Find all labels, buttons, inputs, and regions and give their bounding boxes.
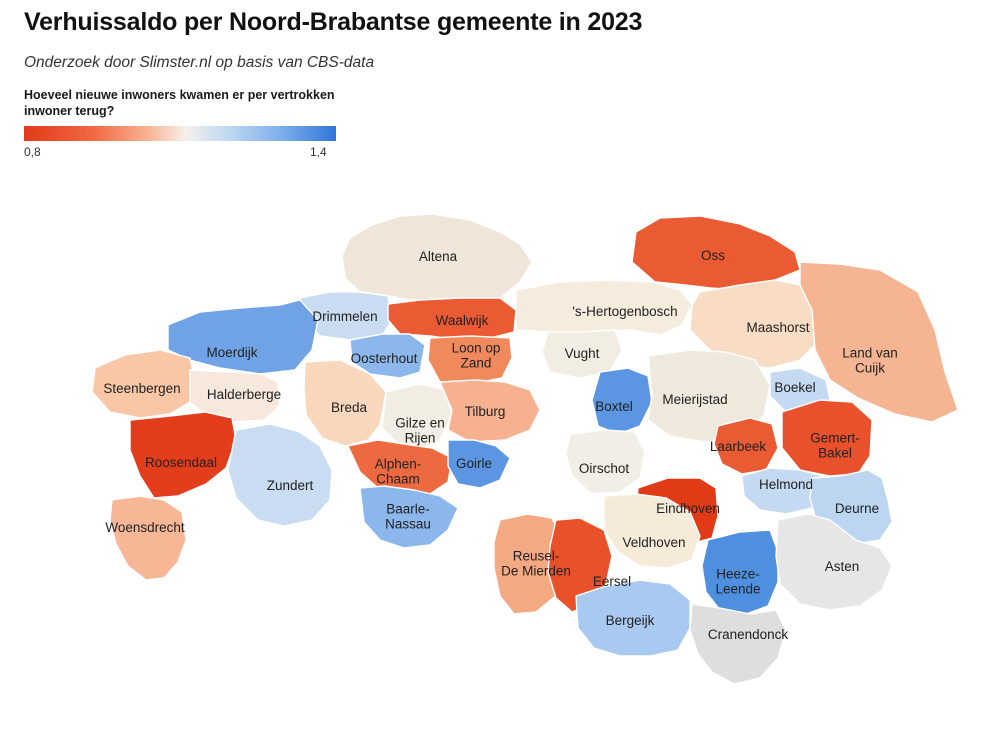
municipality-label-zundert: Zundert	[267, 478, 314, 493]
municipality-cranendonck	[689, 603, 787, 685]
legend-max-label: 1,4	[310, 145, 327, 159]
municipality-boxtel	[591, 367, 653, 435]
municipality-altena	[341, 213, 533, 303]
municipality-label-gilze-en-rijen: Gilze en Rijen	[395, 416, 445, 446]
municipality-label-vught: Vught	[565, 346, 600, 361]
municipality-label-eindhoven: Eindhoven	[656, 501, 720, 516]
municipality-reusel-de-mierden	[493, 513, 567, 615]
municipality-label-woensdrecht: Woensdrecht	[105, 520, 185, 535]
municipality-veldhoven	[603, 493, 701, 569]
municipality-label-alphen-chaam: Alphen-Chaam	[375, 457, 422, 487]
municipality-baarle-nassau	[359, 485, 459, 549]
municipality-bergeijk	[575, 579, 691, 657]
municipality-oss	[631, 215, 801, 291]
municipality-label-eersel: Eersel	[593, 574, 631, 589]
municipality-label-deurne: Deurne	[835, 501, 879, 516]
municipality-maashorst	[689, 279, 821, 369]
municipality-label-veldhoven: Veldhoven	[622, 535, 685, 550]
legend-title: Hoeveel nieuwe inwoners kwamen er per ve…	[24, 88, 335, 118]
legend-min-label: 0,8	[24, 145, 41, 159]
municipality-label-meierijstad: Meierijstad	[662, 392, 727, 407]
municipality-label-reusel-de-mierden: Reusel-De Mierden	[501, 549, 571, 579]
municipality-label-gemert-bakel: Gemert-Bakel	[810, 431, 860, 461]
municipality-label-heeze-leende: Heeze-Leende	[715, 567, 760, 597]
municipality-label-helmond: Helmond	[759, 477, 813, 492]
municipality-label-bergeijk: Bergeijk	[606, 613, 655, 628]
municipality-label-boxtel: Boxtel	[595, 399, 633, 414]
municipality-label-asten: Asten	[825, 559, 860, 574]
municipality-label-oosterhout: Oosterhout	[351, 351, 418, 366]
municipality-label-tilburg: Tilburg	[465, 404, 506, 419]
municipality-oosterhout	[349, 333, 426, 379]
municipality-label-oss: Oss	[701, 248, 725, 263]
municipality-label-maashorst: Maashorst	[746, 320, 809, 335]
municipality-label-halderberge: Halderberge	[207, 387, 281, 402]
municipality-label-drimmelen: Drimmelen	[312, 309, 377, 324]
municipality-goirle	[447, 439, 511, 489]
municipality-label-s-hertogenbosch: 's-Hertogenbosch	[572, 304, 677, 319]
chart-subtitle: Onderzoek door Slimster.nl op basis van …	[24, 54, 375, 71]
municipality-label-cranendonck: Cranendonck	[708, 627, 789, 642]
municipality-gemert-bakel	[781, 399, 873, 477]
municipality-label-goirle: Goirle	[456, 456, 492, 471]
municipality-label-waalwijk: Waalwijk	[436, 313, 489, 328]
municipality-woensdrecht	[109, 495, 187, 581]
municipality-zundert	[227, 423, 333, 527]
municipality-asten	[775, 513, 893, 611]
municipality-label-altena: Altena	[419, 249, 458, 264]
municipality-label-breda: Breda	[331, 400, 368, 415]
municipality-halderberge	[189, 369, 281, 423]
municipality-label-steenbergen: Steenbergen	[103, 381, 180, 396]
municipality-breda	[303, 359, 387, 447]
chart-title: Verhuissaldo per Noord-Brabantse gemeent…	[24, 8, 643, 36]
municipality-label-roosendaal: Roosendaal	[145, 455, 217, 470]
municipality-label-boekel: Boekel	[774, 380, 815, 395]
municipality-loon-op-zand	[427, 335, 513, 385]
municipality-heeze-leende	[701, 529, 779, 615]
municipality-label-oirschot: Oirschot	[579, 461, 630, 476]
municipality-oirschot	[565, 429, 646, 495]
municipality-label-moerdijk: Moerdijk	[206, 345, 257, 360]
municipality-waalwijk	[387, 297, 517, 341]
municipality-gilze-en-rijen	[381, 383, 453, 451]
municipality-roosendaal	[129, 411, 237, 499]
municipality-label-baarle-nassau: Baarle-Nassau	[385, 502, 431, 532]
municipality-label-laarbeek: Laarbeek	[710, 439, 767, 454]
municipality-tilburg	[439, 379, 541, 443]
municipality-label-loon-op-zand: Loon op Zand	[452, 341, 501, 371]
municipality-label-land-van-cuijk: Land van Cuijk	[842, 346, 898, 376]
municipality-alphen-chaam	[347, 439, 453, 497]
legend-color-scale	[24, 126, 336, 141]
municipality-land-van-cuijk	[799, 261, 959, 423]
